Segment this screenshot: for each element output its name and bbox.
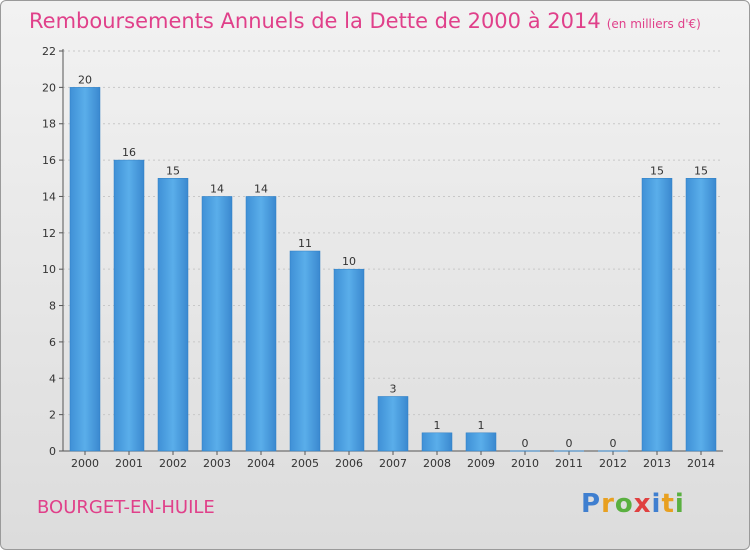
bar-2004: [245, 196, 277, 452]
x-tick-label-2010: 2010: [511, 457, 539, 470]
x-tick-label-2000: 2000: [71, 457, 99, 470]
bar-2009: [465, 432, 497, 452]
data-label-2005: 11: [298, 237, 312, 250]
data-label-2000: 20: [78, 73, 92, 86]
data-label-2009: 1: [478, 419, 485, 432]
y-tick-label: 0: [49, 445, 56, 458]
x-tick-label-2011: 2011: [555, 457, 583, 470]
x-tick-label-2001: 2001: [115, 457, 143, 470]
y-tick-label: 18: [42, 118, 56, 131]
town-name: BOURGET-EN-HUILE: [37, 497, 215, 518]
bar-2006: [333, 268, 365, 452]
data-label-2014: 15: [694, 164, 708, 177]
y-tick-labels: 0 2 4 6 8 10 12 14 16 18 20 22: [42, 45, 56, 458]
y-tick-label: 10: [42, 263, 56, 276]
y-tick-label: 6: [49, 336, 56, 349]
x-tick-label-2006: 2006: [335, 457, 363, 470]
x-tick-label-2007: 2007: [379, 457, 407, 470]
x-tick-labels: 2000 2001 2002 2003 2004 2005 2006 2007 2008 2009…: [71, 457, 715, 470]
x-tick-label-2002: 2002: [159, 457, 187, 470]
y-tick-label: 12: [42, 227, 56, 240]
x-tick-label-2005: 2005: [291, 457, 319, 470]
data-label-2010: 0: [522, 437, 529, 450]
data-label-2007: 3: [390, 382, 397, 395]
data-label-2013: 15: [650, 164, 664, 177]
y-tick-label: 14: [42, 190, 56, 203]
data-label-2004: 14: [254, 182, 268, 195]
chart-title: Remboursements Annuels de la Dette de 20…: [29, 9, 701, 33]
data-label-2002: 15: [166, 164, 180, 177]
y-tick-label: 16: [42, 154, 56, 167]
bar-2014: [685, 178, 717, 452]
chart-subtitle: (en milliers d'€): [606, 17, 701, 31]
x-tick-label-2013: 2013: [643, 457, 671, 470]
x-tick-label-2004: 2004: [247, 457, 275, 470]
bar-2013: [641, 178, 673, 452]
bar-2003: [201, 196, 233, 452]
chart-title-text: Remboursements Annuels de la Dette de 20…: [29, 9, 601, 33]
x-tick-label-2012: 2012: [599, 457, 627, 470]
x-tick-label-2008: 2008: [423, 457, 451, 470]
bar-2007: [377, 396, 409, 452]
x-tick-label-2014: 2014: [687, 457, 715, 470]
bar-2005: [289, 250, 321, 452]
y-tick-label: 4: [49, 372, 56, 385]
data-label-2006: 10: [342, 255, 356, 268]
bar-2008: [421, 432, 453, 452]
data-label-2011: 0: [566, 437, 573, 450]
data-label-2008: 1: [434, 419, 441, 432]
bar-2000: [69, 87, 101, 452]
y-tick-label: 20: [42, 81, 56, 94]
data-label-2012: 0: [610, 437, 617, 450]
bar-2001: [113, 159, 145, 452]
x-tick-label-2003: 2003: [203, 457, 231, 470]
proxiti-logo: Proxiti: [581, 489, 685, 519]
y-tick-label: 22: [42, 45, 56, 58]
x-tick-label-2009: 2009: [467, 457, 495, 470]
y-tick-label: 2: [49, 409, 56, 422]
bars: [69, 87, 717, 452]
bar-2002: [157, 178, 189, 452]
data-label-2003: 14: [210, 182, 224, 195]
y-tick-label: 8: [49, 300, 56, 313]
data-label-2001: 16: [122, 146, 136, 159]
